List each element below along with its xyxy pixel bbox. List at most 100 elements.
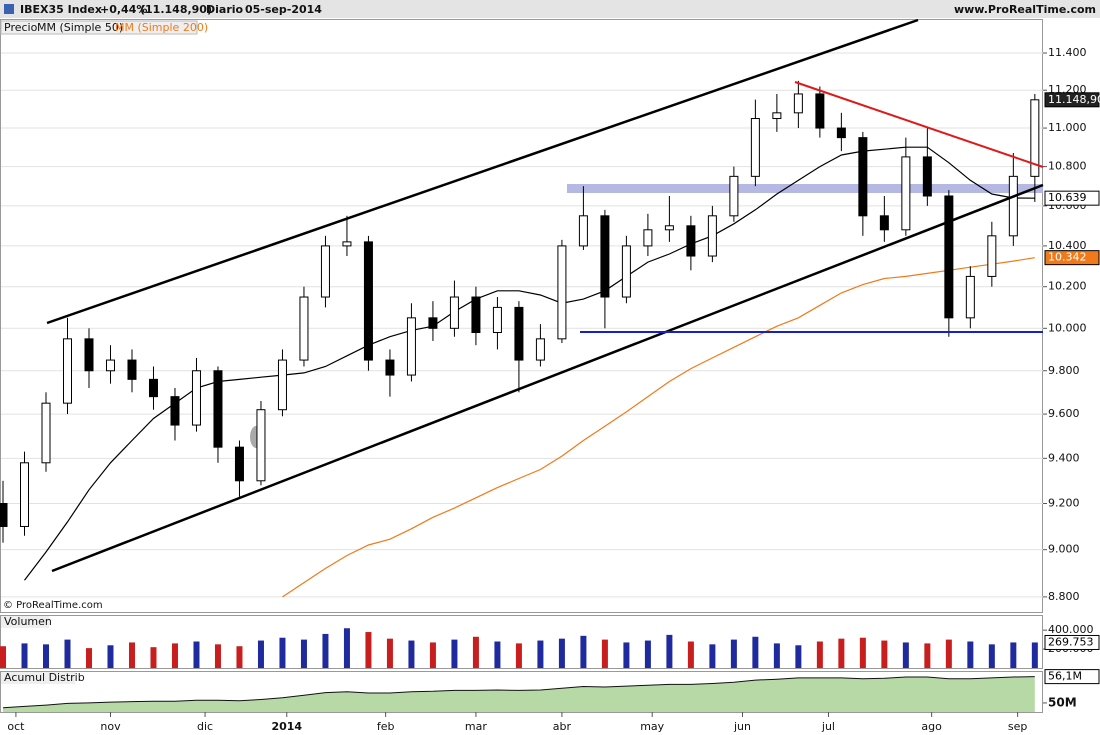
candle-body <box>0 503 8 527</box>
volume-title: Volumen <box>4 615 52 628</box>
candle-body <box>127 359 137 380</box>
x-tick-label: 2014 <box>271 720 302 733</box>
candle-body <box>449 296 459 329</box>
x-tick-label: dic <box>197 720 213 733</box>
volume-bar <box>644 640 651 668</box>
volume-bar <box>128 642 135 668</box>
y-tick-label: 9.200 <box>1048 497 1080 510</box>
date: 05-sep-2014 <box>245 3 322 16</box>
candle-body <box>234 446 244 482</box>
candle-body <box>105 359 115 372</box>
candle-body <box>557 245 567 340</box>
value-label: 10.342 <box>1048 251 1087 264</box>
volume-bar <box>494 641 501 668</box>
candle-body <box>406 317 416 376</box>
price-panel <box>0 19 1043 613</box>
volume-bar <box>171 643 178 668</box>
y-tick-label: 10.000 <box>1048 321 1087 334</box>
candle-body <box>385 359 395 376</box>
volume-bar <box>214 644 221 668</box>
x-tick-label: jun <box>733 720 751 733</box>
y-tick-label: 9.000 <box>1048 543 1080 556</box>
volume-bar <box>236 646 243 668</box>
watermark: © ProRealTime.com <box>3 600 103 611</box>
support-band <box>567 184 1043 193</box>
volume-bar <box>601 639 608 668</box>
x-tick-label: nov <box>100 720 121 733</box>
candle-body <box>256 409 266 482</box>
volume-bar <box>257 640 264 668</box>
y-tick-label: 9.400 <box>1048 451 1080 464</box>
x-tick-label: feb <box>377 720 395 733</box>
y-tick-label: 11.400 <box>1048 46 1087 59</box>
value-box <box>1044 190 1100 206</box>
x-tick-label: may <box>640 720 664 733</box>
value-label: 10.639 <box>1048 191 1087 204</box>
volume-bar <box>343 628 350 668</box>
candle-body <box>535 338 545 361</box>
candle-body <box>1008 175 1018 237</box>
volume-panel <box>0 615 1043 669</box>
candle-body <box>922 156 932 197</box>
volume-bar <box>816 641 823 668</box>
value-box <box>1044 250 1100 266</box>
volume-bar <box>730 639 737 668</box>
volume-bar <box>580 635 587 668</box>
volume-bar <box>365 632 372 668</box>
symbol: IBEX35 Index <box>20 3 102 16</box>
x-tick-label: jul <box>821 720 835 733</box>
volume-bar <box>322 633 329 668</box>
candle-body <box>600 215 610 298</box>
volume-bar <box>64 639 71 668</box>
candle-body <box>41 402 51 464</box>
candle-body <box>858 137 868 217</box>
y-tick-label: 400.000 <box>1048 623 1094 636</box>
plot <box>0 80 1040 712</box>
lower-trend-line <box>51 183 1044 573</box>
volume-bar <box>558 638 565 668</box>
candle-body <box>686 225 696 257</box>
value-box <box>1044 634 1100 650</box>
volume-bar <box>429 642 436 668</box>
candle-body <box>815 93 825 129</box>
x-tick-label: ago <box>921 720 942 733</box>
header-bar <box>0 0 1100 18</box>
candle-body <box>578 215 588 247</box>
resistance-line <box>794 81 1044 168</box>
ad-title-bg <box>1 672 75 684</box>
volume-bar <box>85 648 92 668</box>
x-tick-label: oct <box>7 720 25 733</box>
x-tick-label: abr <box>553 720 572 733</box>
candle-body <box>729 175 739 217</box>
y-tick-label: 10.800 <box>1048 160 1087 173</box>
volume-bar <box>623 642 630 668</box>
candle-body <box>621 245 631 298</box>
legend-ma50: MM (Simple 50) <box>37 21 123 34</box>
x-tick-label: mar <box>465 720 487 733</box>
site: www.ProRealTime.com <box>954 3 1096 16</box>
candle-body <box>148 378 158 398</box>
volume-bar <box>687 641 694 668</box>
candle-body <box>664 225 674 231</box>
candle-body <box>492 306 502 334</box>
volume-bar <box>0 646 7 668</box>
volume-bar <box>43 644 50 668</box>
change: +0,44% <box>100 3 147 16</box>
volume-bar <box>945 639 952 668</box>
value-label: 56,1M <box>1048 670 1082 683</box>
candle-body <box>428 317 438 329</box>
volume-bar <box>967 641 974 668</box>
legend-ma200: MM (Simple 200) <box>115 21 208 34</box>
volume-bar <box>193 641 200 668</box>
candle-body <box>965 275 975 319</box>
volume-bar <box>537 640 544 668</box>
last-price: (11.148,90) <box>140 3 212 16</box>
volume-bar <box>752 636 759 668</box>
x-tick-label: sep <box>1008 720 1027 733</box>
candle-body <box>1030 99 1040 177</box>
legend-price: Precio <box>4 21 38 34</box>
volume-bar <box>107 645 114 668</box>
volume-bar <box>451 639 458 668</box>
candle-body <box>20 462 30 527</box>
y-tick-label: 10.400 <box>1048 239 1087 252</box>
